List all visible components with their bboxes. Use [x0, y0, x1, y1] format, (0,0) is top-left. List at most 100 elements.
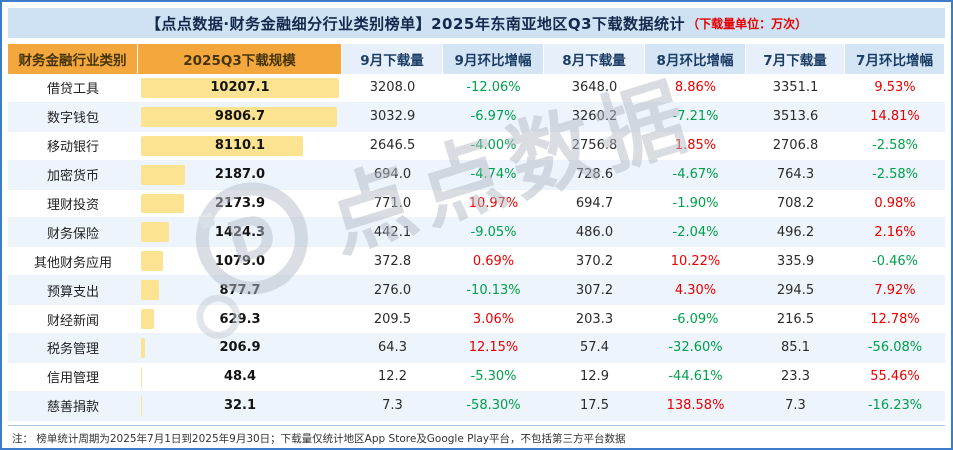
q3-bar: [141, 78, 339, 98]
q3-download-scale-cell: 1424.3: [138, 218, 342, 248]
q3-bar: [141, 366, 142, 387]
table-row: 信用管理 48.4 12.2 -5.30% 12.9 -44.61% 23.3 55.46%: [8, 363, 945, 392]
category-cell: 财务保险: [8, 218, 138, 248]
column-header-4: 8月下载量: [544, 44, 645, 74]
q3-download-scale-cell: 629.3: [138, 305, 342, 335]
aug-mom-growth-cell: 138.58%: [645, 392, 746, 421]
sep-mom-growth-cell: -5.30%: [443, 363, 544, 392]
aug-downloads-cell: 57.4: [544, 334, 645, 363]
jul-downloads-cell: 85.1: [746, 334, 845, 363]
sep-mom-growth-cell: -9.05%: [443, 218, 544, 248]
category-cell: 财经新闻: [8, 305, 138, 335]
q3-value: 48.4: [223, 369, 257, 385]
sep-mom-growth-cell: -4.00%: [443, 132, 544, 161]
jul-mom-growth-cell: -56.08%: [845, 334, 945, 363]
sep-mom-growth-cell: -12.06%: [443, 74, 544, 103]
table-row: 理财投资 2173.9 771.0 10.97% 694.7 -1.90% 708.2 0.9…: [8, 190, 945, 219]
sep-downloads-cell: 12.2: [342, 363, 443, 392]
sep-mom-growth-cell: 0.69%: [443, 247, 544, 277]
column-header-7: 7月环比增幅: [845, 44, 945, 74]
sep-downloads-cell: 276.0: [342, 276, 443, 306]
category-cell: 加密货币: [8, 161, 138, 190]
aug-downloads-cell: 2756.8: [544, 132, 645, 161]
jul-downloads-cell: 2706.8: [746, 132, 845, 161]
q3-bar: [141, 309, 154, 330]
q3-download-scale-cell: 8110.1: [138, 132, 342, 161]
q3-download-scale-cell: 10207.1: [138, 74, 342, 103]
jul-mom-growth-cell: 7.92%: [845, 276, 945, 306]
jul-downloads-cell: 764.3: [746, 161, 845, 190]
jul-downloads-cell: 3351.1: [746, 74, 845, 103]
table-row: 税务管理 206.9 64.3 12.15% 57.4 -32.60% 85.1 -56.08…: [8, 334, 945, 363]
sep-downloads-cell: 209.5: [342, 305, 443, 335]
jul-downloads-cell: 708.2: [746, 190, 845, 219]
jul-mom-growth-cell: 55.46%: [845, 363, 945, 392]
q3-value: 206.9: [219, 340, 261, 356]
table-row: 财经新闻 629.3 209.5 3.06% 203.3 -6.09% 216.5 12.78…: [8, 305, 945, 335]
jul-downloads-cell: 216.5: [746, 305, 845, 335]
q3-download-scale-cell: 9806.7: [138, 103, 342, 132]
column-header-1: 2025Q3下载规模: [138, 44, 342, 74]
category-cell: 信用管理: [8, 363, 138, 392]
aug-downloads-cell: 694.7: [544, 190, 645, 219]
q3-value: 9806.7: [214, 109, 266, 125]
page-title: 【点点数据·财务金融细分行业类别榜单】2025年东南亚地区Q3下载数据统计: [145, 14, 686, 33]
sep-mom-growth-cell: 3.06%: [443, 305, 544, 335]
table-row: 借贷工具 10207.1 3208.0 -12.06% 3648.0 8.86% 3351.…: [8, 74, 945, 103]
aug-downloads-cell: 203.3: [544, 305, 645, 335]
unit-note: （下载量单位：万次）: [687, 16, 808, 31]
q3-bar: [141, 338, 146, 358]
table-row: 数字钱包 9806.7 3032.9 -6.97% 3260.2 -7.21% 3513.6…: [8, 102, 945, 132]
q3-bar: [141, 222, 170, 243]
aug-downloads-cell: 307.2: [544, 276, 645, 306]
category-cell: 移动银行: [8, 132, 138, 161]
q3-download-scale-cell: 2187.0: [138, 161, 342, 190]
sep-downloads-cell: 771.0: [342, 190, 443, 219]
aug-mom-growth-cell: -6.09%: [645, 305, 746, 335]
q3-value: 877.7: [219, 282, 261, 298]
jul-mom-growth-cell: -16.23%: [845, 392, 945, 421]
aug-mom-growth-cell: -2.04%: [645, 218, 746, 248]
sep-downloads-cell: 3032.9: [342, 103, 443, 132]
aug-downloads-cell: 3260.2: [544, 103, 645, 132]
jul-mom-growth-cell: -2.58%: [845, 132, 945, 161]
q3-download-scale-cell: 1079.0: [138, 247, 342, 277]
aug-mom-growth-cell: -1.90%: [645, 190, 746, 219]
table-row: 移动银行 8110.1 2646.5 -4.00% 2756.8 1.85% 2706.8-…: [8, 132, 945, 161]
q3-bar: [141, 251, 163, 272]
table-header-row: 财务金融行业类别 2025Q3下载规模 9月下载量 9月环比增幅 8月下载量 8月环比增幅…: [8, 44, 945, 74]
q3-value: 2187.0: [214, 167, 266, 183]
jul-mom-growth-cell: 12.78%: [845, 305, 945, 335]
sep-downloads-cell: 372.8: [342, 247, 443, 277]
q3-download-scale-cell: 877.7: [138, 276, 342, 306]
jul-mom-growth-cell: 9.53%: [845, 74, 945, 103]
jul-downloads-cell: 3513.6: [746, 103, 845, 132]
q3-bar: [141, 395, 142, 416]
jul-downloads-cell: 23.3: [746, 363, 845, 392]
category-cell: 慈善捐款: [8, 392, 138, 421]
q3-download-scale-cell: 32.1: [138, 392, 342, 421]
aug-mom-growth-cell: 10.22%: [645, 247, 746, 277]
jul-mom-growth-cell: 2.16%: [845, 218, 945, 248]
aug-downloads-cell: 12.9: [544, 363, 645, 392]
sep-mom-growth-cell: -58.30%: [443, 392, 544, 421]
aug-mom-growth-cell: 8.86%: [645, 74, 746, 103]
aug-mom-growth-cell: -4.67%: [645, 161, 746, 190]
table-row: 加密货币 2187.0 694.0 -4.74% 728.6 -4.67% 764.3 -2.…: [8, 160, 945, 190]
aug-mom-growth-cell: -7.21%: [645, 103, 746, 132]
aug-mom-growth-cell: -32.60%: [645, 334, 746, 363]
category-cell: 借贷工具: [8, 74, 138, 103]
footnote: 注： 榜单统计周期为2025年7月1日到2025年9月30日；下载量仅统计地区A…: [8, 424, 945, 446]
jul-downloads-cell: 496.2: [746, 218, 845, 248]
q3-bar: [141, 193, 185, 214]
q3-bar: [141, 135, 304, 156]
table-row: 慈善捐款 32.1 7.3 -58.30% 17.5 138.58% 7.3 -16.23%: [8, 391, 945, 421]
q3-value: 1079.0: [214, 253, 266, 269]
column-header-6: 7月下载量: [746, 44, 845, 74]
table-row: 其他财务应用 1079.0 372.8 0.69% 370.2 10.22% 335.9 -0…: [8, 247, 945, 277]
table-body: 借贷工具 10207.1 3208.0 -12.06% 3648.0 8.86% 3351.…: [8, 74, 945, 421]
sep-mom-growth-cell: 12.15%: [443, 334, 544, 363]
category-cell: 预算支出: [8, 276, 138, 306]
q3-value: 2173.9: [214, 196, 266, 211]
table-row: 财务保险 1424.3 442.1 -9.05% 486.0 -2.04% 496.2 2.1…: [8, 218, 945, 248]
